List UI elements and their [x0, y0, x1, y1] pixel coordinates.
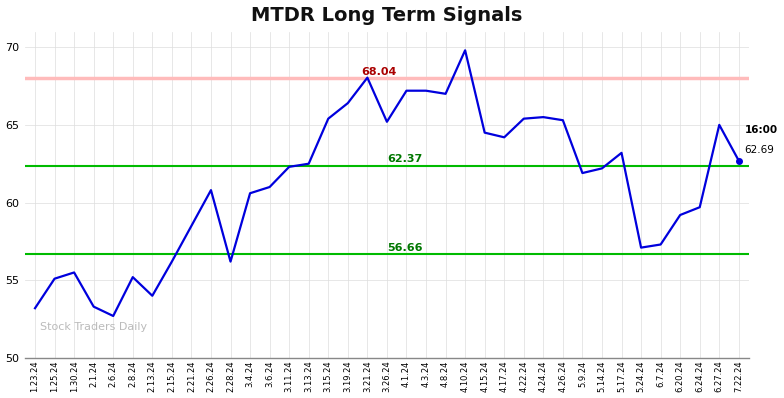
Text: 68.04: 68.04 [361, 67, 397, 77]
Text: 16:00: 16:00 [745, 125, 778, 135]
Text: 56.66: 56.66 [387, 242, 423, 253]
Text: 62.69: 62.69 [745, 145, 775, 155]
Text: Stock Traders Daily: Stock Traders Daily [40, 322, 147, 332]
Text: 62.37: 62.37 [387, 154, 422, 164]
Title: MTDR Long Term Signals: MTDR Long Term Signals [251, 6, 523, 25]
